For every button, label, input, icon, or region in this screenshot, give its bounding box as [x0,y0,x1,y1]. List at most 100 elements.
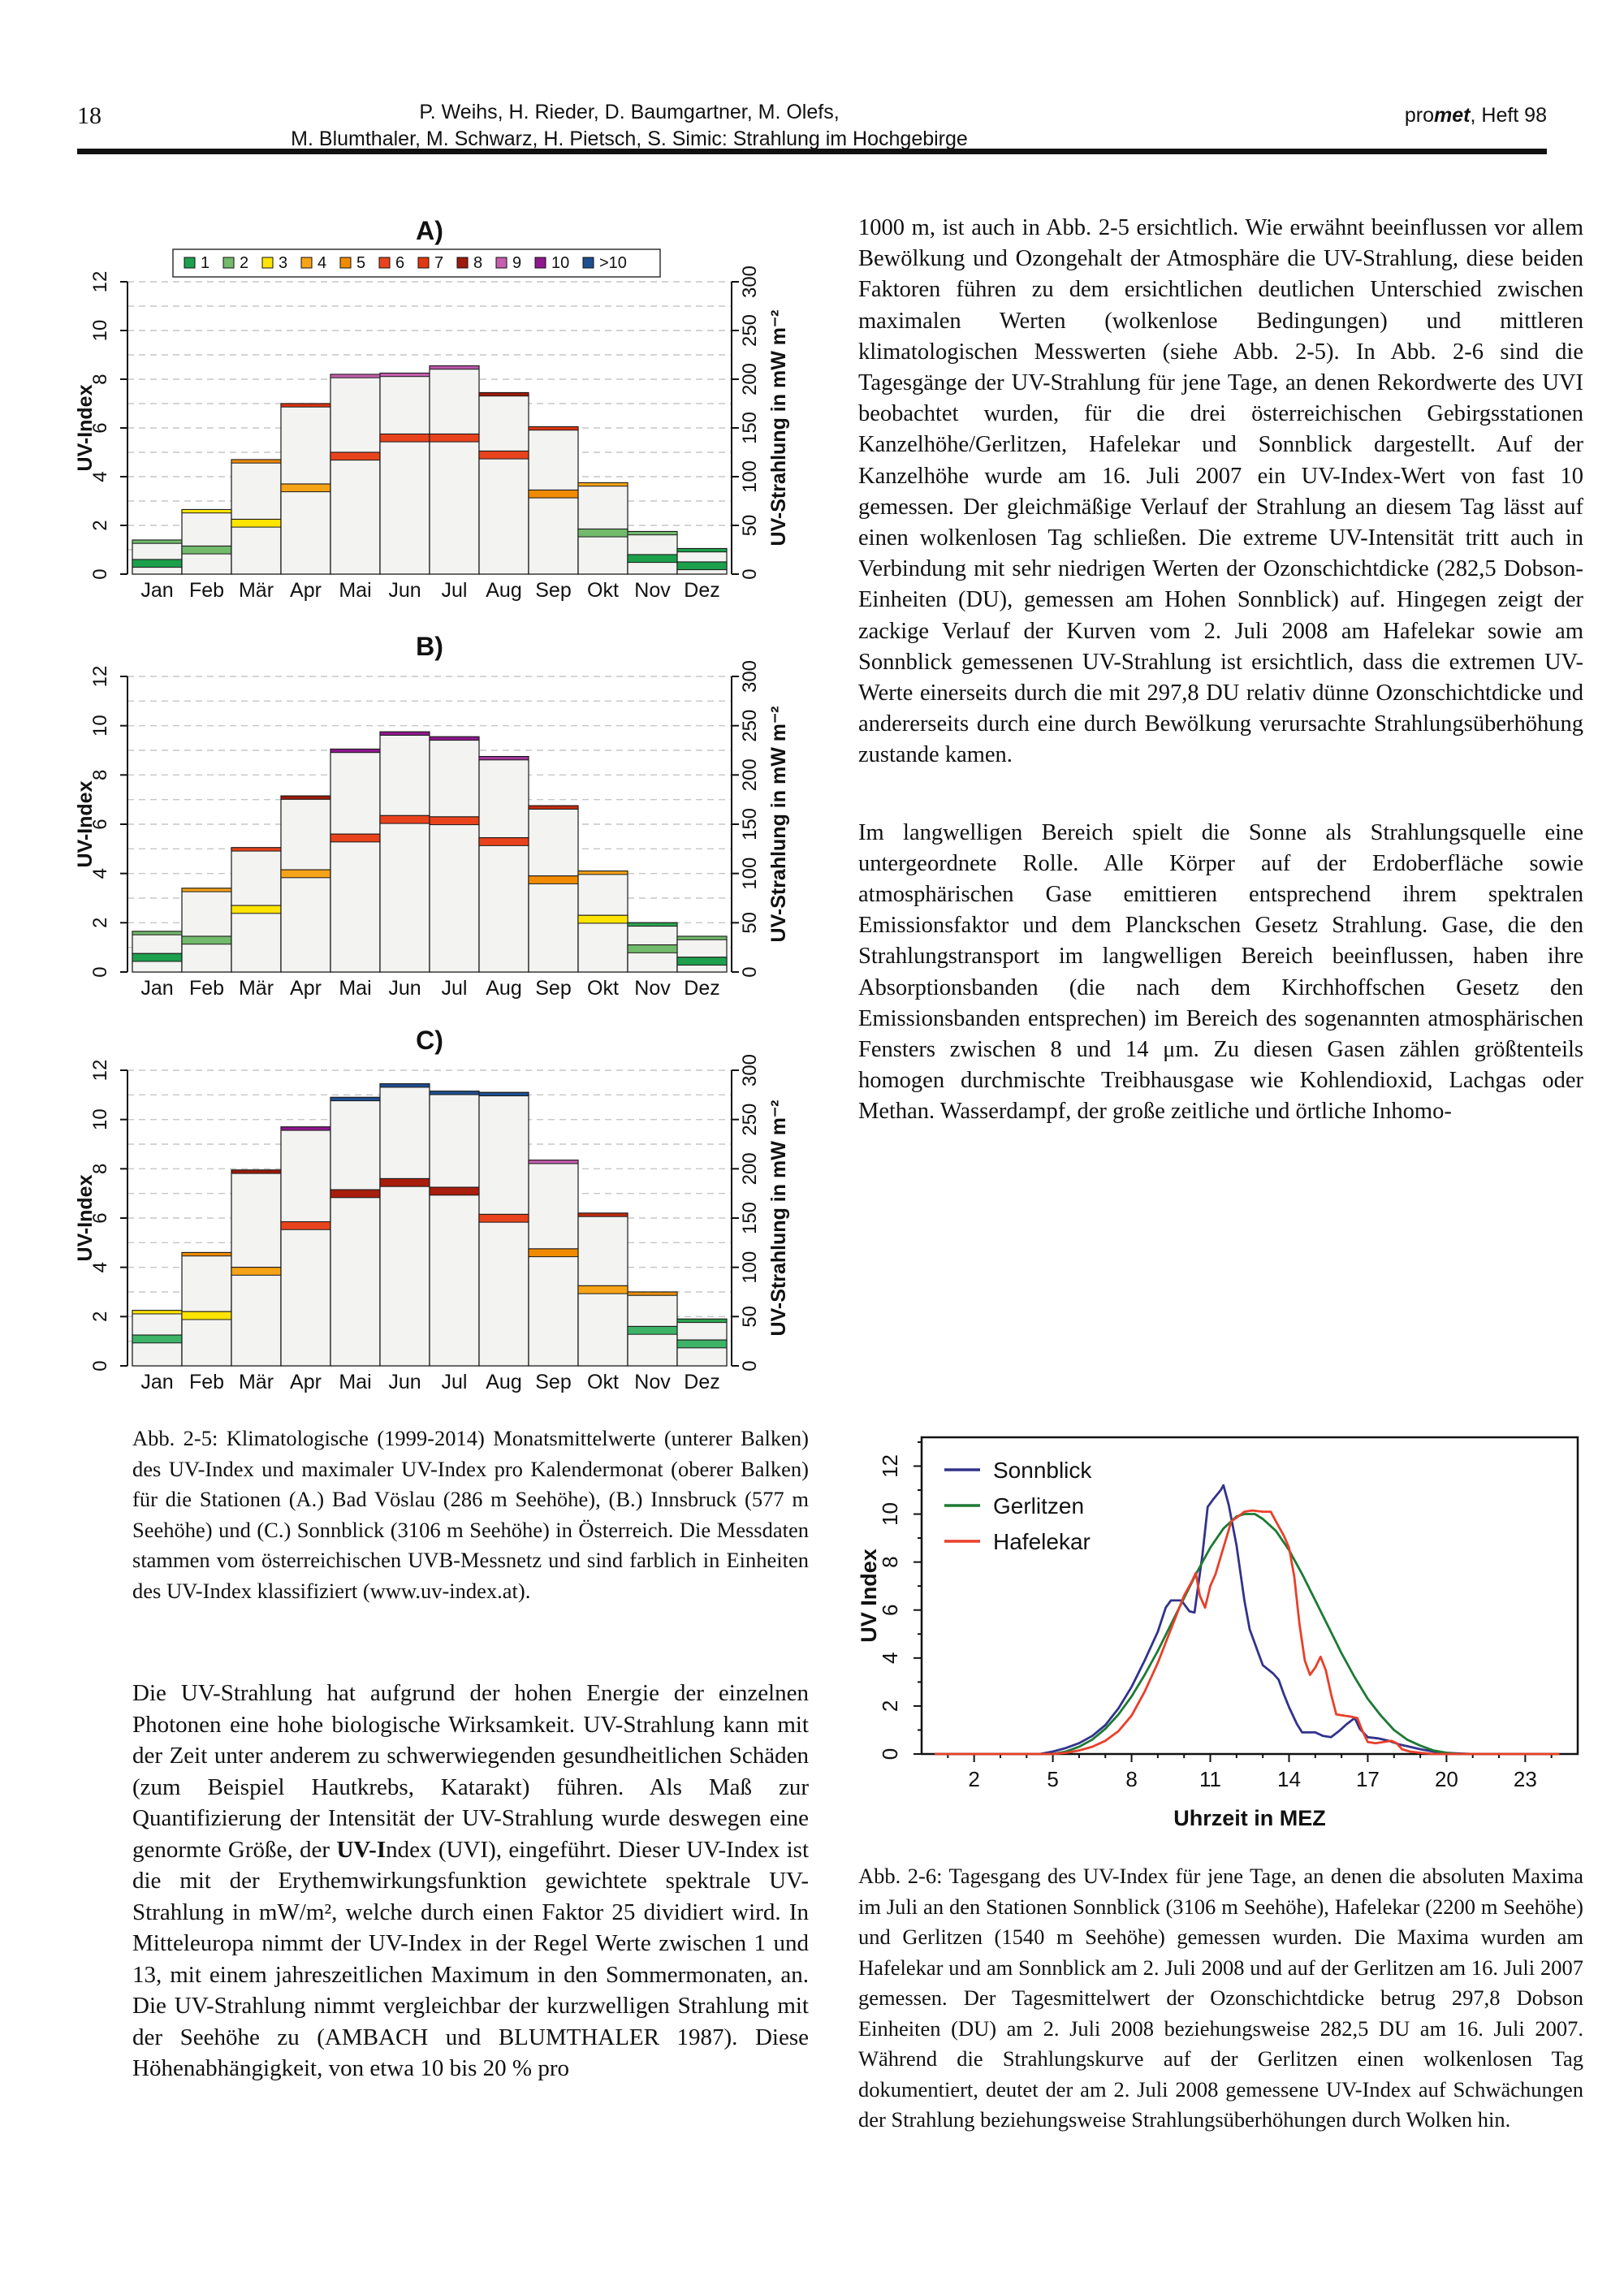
x-tick-label: Mär [239,579,274,602]
right-y-tick-label: 250 [739,314,761,347]
y-tick-label: 10 [878,1502,902,1526]
x-tick-label: Sep [535,1371,571,1393]
max-cap-Jan [132,539,183,544]
legend-label: 3 [279,254,287,272]
max-cap-Apr [280,795,331,800]
legend-label-hafelekar: Hafelekar [993,1529,1091,1554]
line-legend: Sonnblick Gerlitzen Hafelekar [944,1458,1092,1554]
right-column-paragraph-2: Im langwelligen Bereich spielt die Sonne… [858,819,1583,1125]
x-tick-label: Feb [189,579,224,602]
y-tick-label: 12 [89,666,111,688]
right-y-tick-label: 200 [739,758,761,791]
max-cap-Okt [577,482,628,487]
mean-band-Dez [676,561,728,571]
mean-band-Dez [676,957,728,966]
x-tick-label: Sep [535,579,571,602]
right-column-paragraph-1: 1000 m, ist auch in Abb. 2-5 ersichtlich… [858,215,1583,768]
y-tick-label: 6 [878,1604,902,1615]
series-line-hafelekar [935,1509,1560,1756]
y-tick-label: 4 [89,868,111,879]
left-paragraph-text-cont: ndex (UVI), eingeführt. Dieser UV-Index … [132,1836,809,2082]
mean-band-Mär [231,1267,282,1276]
max-cap-Jan [132,931,183,935]
right-y-axis-title: UV-Strahlung in mW m⁻² [767,706,790,943]
mean-band-Feb [181,1311,232,1320]
legend-swatch-8 [456,257,469,269]
mean-bar-Sep [528,1248,579,1367]
x-tick-label: 2 [968,1767,979,1791]
x-tick-label: Jun [388,579,421,602]
legend-swatch-5 [339,257,352,269]
x-tick-label: Mai [339,977,371,1000]
mean-band-Dez [676,1339,728,1349]
y-tick-label: 6 [89,819,111,829]
y-tick-label: 10 [89,320,111,342]
bars [132,731,728,973]
bars [132,365,728,575]
right-y-tick-label: 50 [739,1306,761,1328]
x-tick-label: Dez [684,1371,719,1393]
mean-band-Nov [627,554,678,564]
mean-bar-Jun [379,433,430,575]
max-cap-Dez [676,548,728,553]
mean-bar-Jun [379,814,430,973]
y-tick-label: 10 [89,715,111,737]
max-cap-Feb [181,888,232,892]
header-rule [77,149,1547,154]
right-y-tick-label: 150 [739,1202,761,1234]
mean-band-Okt [577,529,628,538]
mean-bar-Jul [429,433,480,575]
mean-band-Aug [478,837,529,846]
max-cap-Mär [231,1169,282,1174]
x-tick-label: Nov [634,579,671,602]
y-axis-title: UV Index [857,1549,881,1643]
max-cap-Jun [379,1083,430,1088]
x-tick-label: Jul [442,977,468,1000]
right-y-tick-label: 200 [739,363,761,395]
max-cap-Jun [379,731,430,736]
x-tick-label: Apr [290,1371,322,1393]
mean-band-Mär [231,905,282,914]
mean-bar-Mär [231,1267,282,1367]
mean-bar-Jul [429,1186,480,1367]
y-tick-label: 2 [878,1700,902,1712]
right-y-tick-label: 100 [739,1251,761,1284]
legend-swatch-2 [222,257,235,269]
x-tick-label: 23 [1514,1767,1537,1791]
max-cap-Aug [478,756,529,761]
x-axis-title: Uhrzeit in MEZ [1173,1806,1326,1830]
chart-title: C) [416,1026,443,1055]
figure-2-5-chart-b: B) Jan Feb Mär Apr Mai Jun Jul Aug Sep Okt Nov Dez 0 2… [77,632,790,1000]
max-cap-Mai [330,374,381,378]
legend-label: 2 [240,254,248,272]
journal-prefix: pro [1404,104,1435,127]
mean-band-Jan [132,559,183,568]
y-tick-label: 6 [89,1212,111,1223]
legend-swatch-9 [495,257,508,269]
y-axis-title: UV-Index [77,780,97,867]
x-tick-label: Dez [684,579,719,602]
mean-band-Jan [132,953,183,962]
mean-band-Sep [528,490,579,499]
right-y-tick-label: 0 [739,568,761,579]
legend-swatch-10 [534,257,546,269]
mean-bar-Okt [577,914,628,973]
legend-swatch-6 [378,257,391,269]
right-y-tick-label: 300 [739,1054,761,1087]
mean-band-Nov [627,1325,678,1335]
x-tick-label: Mär [239,1371,274,1393]
legend-label: 5 [356,254,365,272]
max-cap-Feb [181,1251,232,1257]
bars [132,1083,728,1367]
figure-2-5-chart-c: C) Jan Feb Mär Apr Mai Jun Jul Aug Sep Okt Nov Dez 0 2… [77,1026,790,1393]
max-cap-Okt [577,871,628,875]
y-tick-label: 8 [89,770,111,780]
x-tick-label: Jun [388,977,421,1000]
chart-title: A) [416,216,443,245]
header-authors-line1: P. Weihs, H. Rieder, D. Baumgartner, M. … [419,101,840,123]
x-tick-label: Feb [189,977,224,1000]
mean-band-Okt [577,1285,628,1294]
mean-bar-Sep [528,875,579,973]
right-y-tick-label: 250 [739,710,761,742]
legend-swatch-7 [417,257,430,269]
